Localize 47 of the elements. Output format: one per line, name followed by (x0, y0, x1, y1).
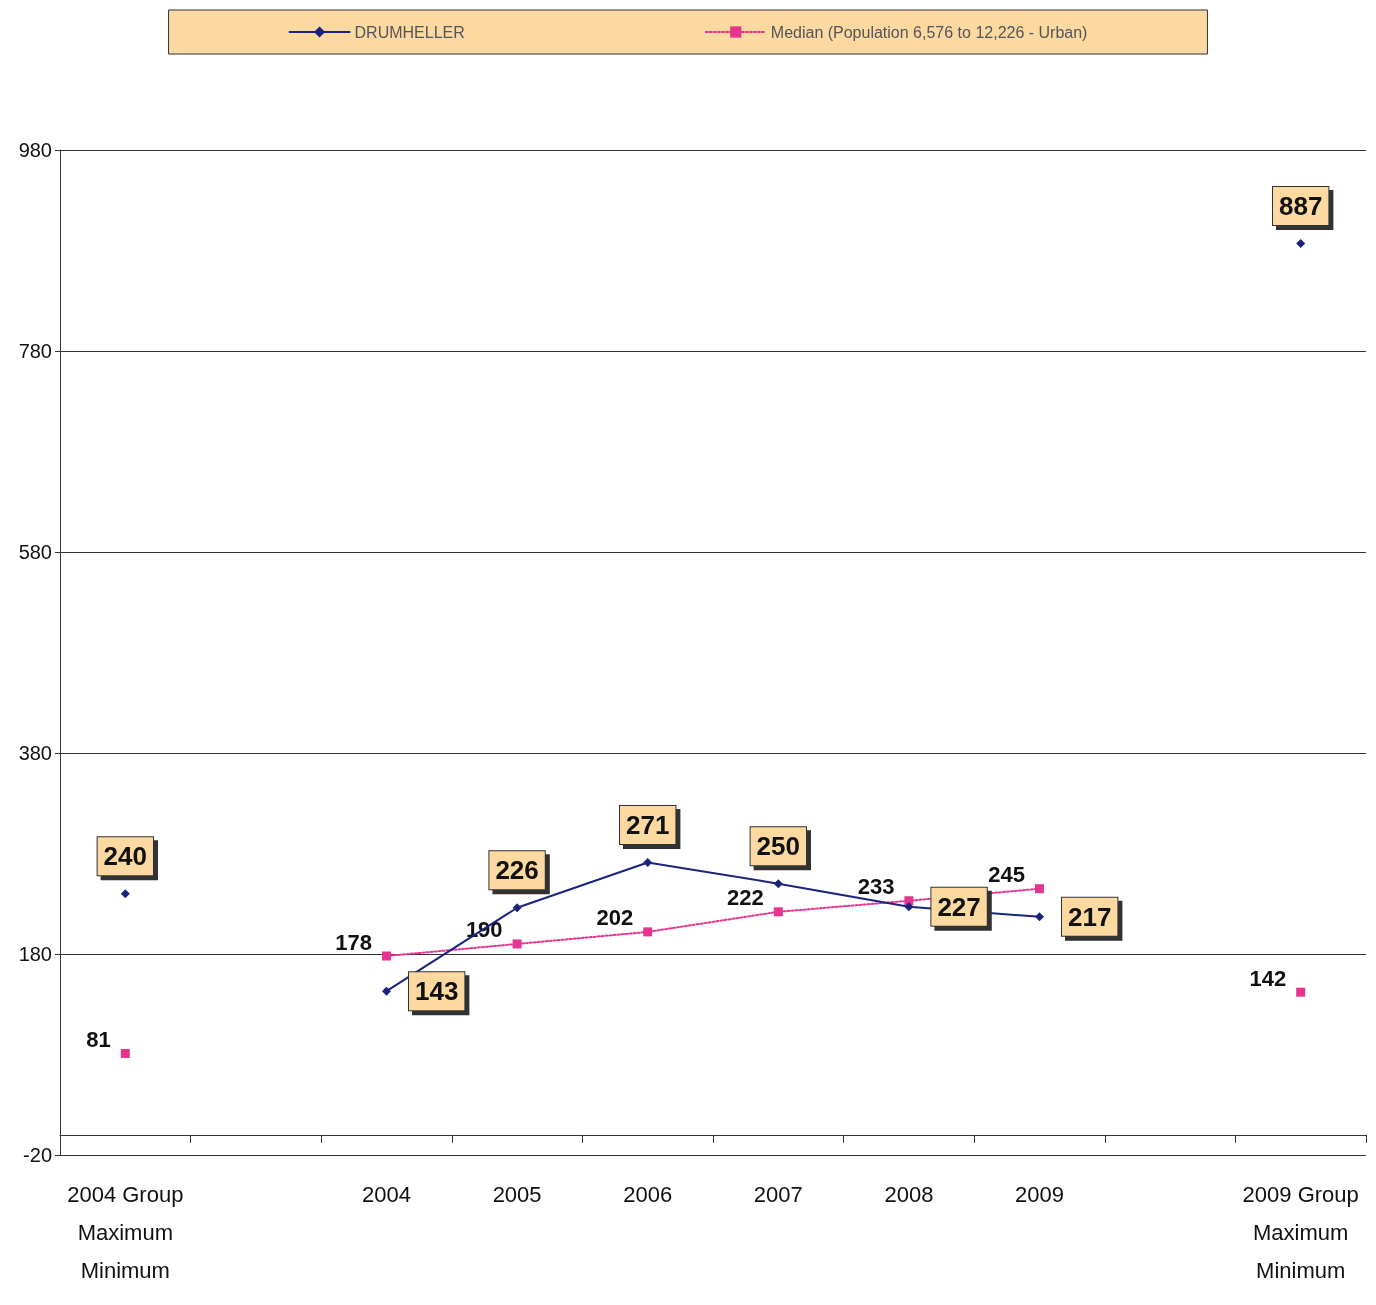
x-tick-label: 2009 Group Maximum Minimum (1242, 1181, 1359, 1283)
data-label: 233 (857, 874, 895, 900)
x-tick-label: 2007 (753, 1181, 803, 1207)
x-tick-label: 2009 (1015, 1181, 1064, 1207)
data-label: 245 (988, 862, 1025, 888)
data-label: 240 (103, 841, 147, 872)
point (382, 951, 391, 961)
data-label: 271 (626, 810, 670, 841)
y-tick-label: 780 (18, 340, 52, 362)
data-label: 142 (1249, 965, 1287, 991)
point (1035, 884, 1044, 894)
point (512, 939, 522, 949)
point (904, 902, 914, 912)
y-tick-label: -20 (23, 1144, 52, 1166)
point (382, 986, 391, 996)
point (120, 1048, 130, 1058)
x-tick-label: 2008 (884, 1181, 934, 1207)
point (643, 858, 653, 868)
data-label: 250 (756, 831, 800, 862)
point (773, 907, 783, 917)
point (512, 903, 522, 913)
point (643, 927, 653, 937)
x-tick-label: 2004 (362, 1181, 411, 1207)
point (773, 879, 783, 889)
x-tick-label: 2005 (492, 1181, 542, 1207)
data-label: 887 (1279, 190, 1323, 221)
legend-label: Median (Population 6,576 to 12,226 - Urban) (770, 23, 1088, 41)
y-tick-label: 980 (18, 139, 52, 161)
data-label: 143 (415, 976, 459, 1007)
point (904, 896, 914, 906)
y-tick-label: 380 (18, 742, 52, 764)
y-tick-label: 580 (18, 541, 52, 563)
data-label: 202 (596, 905, 634, 931)
x-tick-label: 2006 (623, 1181, 673, 1207)
data-label: 178 (335, 929, 372, 955)
point (1296, 987, 1306, 997)
point (1035, 912, 1044, 922)
legend-label: DRUMHELLER (354, 23, 465, 41)
data-label: 81 (86, 1026, 111, 1052)
data-label: 226 (495, 855, 539, 886)
data-label: 227 (937, 891, 981, 922)
data-label: 222 (727, 885, 764, 911)
x-tick-label: 2004 Group Maximum Minimum (67, 1181, 184, 1283)
point (1296, 238, 1306, 248)
point (120, 889, 130, 899)
y-tick-label: 180 (18, 943, 52, 965)
data-label: 217 (1068, 901, 1112, 932)
